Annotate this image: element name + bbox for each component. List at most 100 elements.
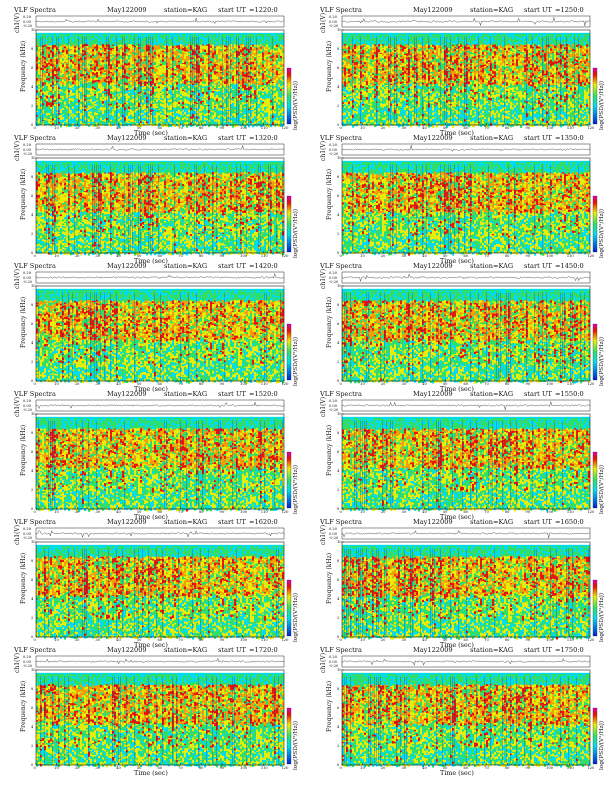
spectrogram-cell — [212, 79, 214, 82]
spectrogram-cell — [104, 69, 106, 70]
spectrogram-cell — [88, 41, 90, 42]
spectrogram-cell — [76, 96, 78, 98]
spectrogram-cell — [222, 34, 224, 36]
spectrogram-cell — [170, 71, 172, 73]
spectrogram-cell — [214, 44, 216, 47]
spectrogram-cell — [214, 110, 216, 113]
spectrogram-streak — [138, 37, 139, 123]
spectrogram-cell — [64, 97, 66, 98]
spectrogram-cell — [112, 103, 114, 105]
spectrogram-cell — [232, 53, 234, 55]
spectrogram-cell — [90, 122, 92, 124]
spectrogram-cell — [216, 95, 218, 98]
spectrogram-cell — [94, 115, 96, 118]
spectrogram-cell — [156, 84, 158, 87]
spectrogram-cell — [178, 57, 180, 58]
spectrogram-cell — [206, 35, 208, 37]
spectrogram-cell — [100, 84, 102, 87]
spectrogram-cell — [90, 68, 92, 70]
spectrogram-cell — [50, 116, 52, 118]
spectrogram-cell — [64, 67, 66, 69]
spectrogram-cell — [128, 99, 130, 101]
spectrogram-cell — [88, 106, 90, 108]
spectrogram-cell — [220, 46, 222, 48]
spectrogram-cell — [66, 62, 68, 63]
spectrogram-cell — [76, 109, 78, 111]
spectrogram-cell — [114, 40, 116, 42]
spectrogram-cell — [50, 114, 52, 116]
spectrogram-cell — [212, 77, 214, 79]
spectrogram-cell — [120, 96, 122, 97]
spectrogram-cell — [112, 61, 114, 63]
spectrogram-cell — [66, 89, 68, 90]
spectrogram-cell — [160, 104, 162, 107]
spectrogram-cell — [80, 77, 82, 78]
spectrogram-cell — [186, 50, 188, 51]
spectrogram-cell — [168, 37, 170, 38]
spectrogram-cell — [178, 69, 180, 71]
spectrogram-cell — [144, 36, 146, 39]
spectrogram-cell — [154, 42, 156, 45]
spectrogram-cell — [224, 107, 226, 108]
spectrogram-cell — [224, 105, 226, 106]
spectrogram-cell — [144, 117, 146, 118]
spectrogram-cell — [144, 115, 146, 116]
spectrogram-cell — [184, 101, 186, 103]
spectrogram-cell — [100, 93, 102, 95]
spectrogram-cell — [128, 43, 130, 44]
spectrogram-cell — [92, 99, 94, 101]
spectrogram-cell — [126, 79, 128, 81]
spectrogram-cell — [94, 55, 96, 57]
spectrogram-cell — [154, 37, 156, 39]
spectrogram-cell — [204, 82, 206, 84]
spectrogram-cell — [76, 62, 78, 64]
spectrogram-cell — [104, 99, 106, 100]
spectrogram-cell — [56, 34, 58, 37]
spectrogram-cell — [212, 111, 214, 113]
spectrogram-cell — [180, 96, 182, 98]
spectrogram-cell — [74, 82, 76, 85]
spectrogram-cell — [64, 108, 66, 110]
spectrogram-cell — [234, 44, 236, 45]
spectrogram-cell — [188, 61, 190, 62]
spectrogram-cell — [128, 38, 130, 40]
spectrogram-cell — [64, 102, 66, 105]
spectrogram-cell — [112, 74, 114, 76]
spectrogram-cell — [160, 96, 162, 97]
spectrogram-cell — [168, 110, 170, 111]
spectrogram-cell — [234, 75, 236, 76]
spectrogram-cell — [214, 39, 216, 41]
spectrogram-cell — [102, 121, 104, 122]
spectrogram-cell — [130, 48, 132, 50]
spectrogram-cell — [74, 72, 76, 74]
spectrogram-cell — [204, 94, 206, 97]
spectrogram-cell — [94, 86, 96, 88]
spectrogram-cell — [130, 112, 132, 114]
spectrogram-cell — [188, 49, 190, 51]
spectrogram-cell — [158, 82, 160, 84]
spectrogram-cell — [220, 90, 222, 93]
spectrogram-cell — [104, 101, 106, 103]
spectrogram-cell — [128, 105, 130, 107]
spectrogram-cell — [66, 43, 68, 46]
spectrogram-cell — [120, 45, 122, 47]
spectrogram-cell — [102, 109, 104, 111]
spectrogram-cell — [158, 57, 160, 59]
spectrogram-cell — [44, 73, 46, 76]
spectrogram-cell — [232, 117, 234, 120]
spectrogram-cell — [220, 66, 222, 68]
spectrogram-cell — [224, 84, 226, 85]
spectrogram-cell — [188, 54, 190, 56]
spectrogram-cell — [110, 101, 112, 103]
spectrogram-streak — [198, 37, 199, 123]
spectrogram-cell — [100, 44, 102, 46]
spectrogram-cell — [136, 104, 138, 107]
spectrogram-cell — [74, 119, 76, 121]
spectrogram-cell — [50, 112, 52, 114]
spectrogram-cell — [218, 59, 220, 62]
spectrogram-cell — [202, 49, 204, 52]
spectrogram-cell — [126, 34, 128, 35]
spectrogram-cell — [160, 72, 162, 75]
spectrogram-cell — [200, 94, 202, 97]
spectrogram-cell — [206, 45, 208, 46]
